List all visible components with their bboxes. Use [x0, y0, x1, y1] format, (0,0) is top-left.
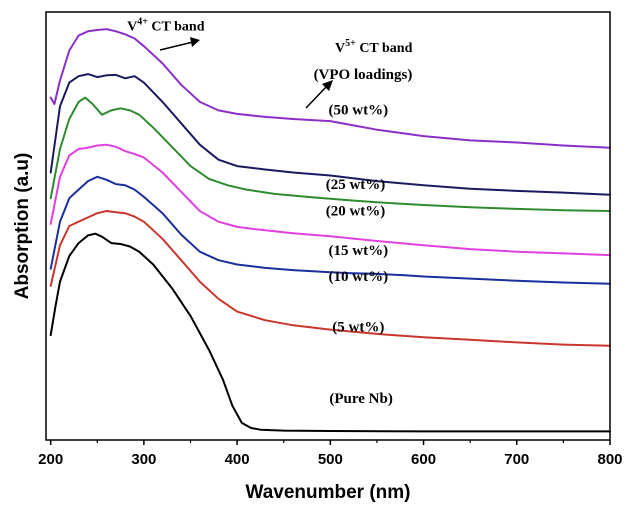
series-line-20-wt [49, 96, 611, 212]
label-pure-nb: (Pure Nb) [329, 391, 392, 407]
label-5-wt: (5 wt%) [332, 320, 384, 336]
x-tick-label: 600 [411, 451, 436, 468]
annotations: V4+ CT band V5+ CT band [127, 16, 413, 109]
x-tick-label: 400 [225, 451, 250, 468]
label-vpo-loadings: (VPO loadings) [314, 67, 413, 83]
x-axis-title: Wavenumber (nm) [245, 482, 410, 503]
x-tick-label: 700 [504, 451, 529, 468]
y-axis-title: Absorption (a.u) [12, 153, 33, 300]
plot-frame [45, 11, 611, 441]
label-50-wt: (50 wt%) [329, 102, 389, 118]
plot-area [49, 28, 611, 433]
label-20-wt: (20 wt%) [326, 204, 386, 220]
series-labels: (VPO loadings) (50 wt%) (25 wt%) (20 wt%) (1… [314, 67, 413, 407]
annotation-v5-ct-band: V5+ CT band [335, 38, 413, 56]
label-25-wt: (25 wt%) [326, 177, 386, 193]
x-tick-label: 200 [38, 451, 63, 468]
label-10-wt: (10 wt%) [329, 269, 389, 285]
axes: 200 300 400 500 600 700 800 [38, 11, 623, 468]
series-line-15-wt [49, 143, 611, 257]
series-line-10-wt [49, 175, 611, 285]
x-tick-label: 500 [318, 451, 343, 468]
x-tick-label: 300 [131, 451, 156, 468]
x-tick-label: 800 [597, 451, 622, 468]
series-line-pure-nb [49, 232, 611, 433]
series-line-50-wt [49, 28, 611, 149]
annotation-v4-ct-band: V4+ CT band [127, 16, 205, 34]
label-15-wt: (15 wt%) [329, 243, 389, 259]
arrow-v4-band [159, 41, 194, 51]
series-line-5-wt [49, 210, 611, 347]
arrow-head-v4-band [190, 37, 200, 47]
arrow-head-v5-band [322, 80, 333, 91]
series-line-25-wt [49, 73, 611, 196]
arrow-v5-band [305, 85, 328, 109]
